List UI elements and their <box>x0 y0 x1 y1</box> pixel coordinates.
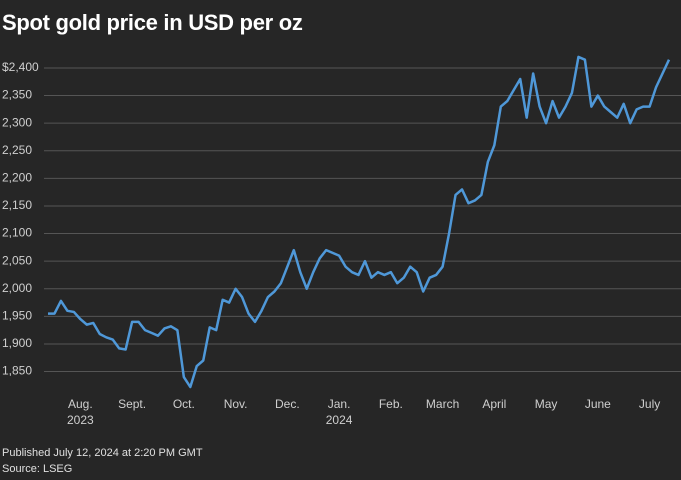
x-tick-label: Nov. <box>223 397 248 411</box>
price-line <box>48 55 671 389</box>
x-tick-label: Aug. 2023 <box>66 397 94 427</box>
source: Source: LSEG <box>2 463 73 475</box>
y-tick-label: 2,150 <box>2 198 32 212</box>
y-tick-label: $2,400 <box>2 60 39 74</box>
x-tick-label: Oct. <box>172 397 195 411</box>
y-tick-label: 1,850 <box>2 364 32 378</box>
x-tick-label: Dec. <box>275 397 300 411</box>
chart-title: Spot gold price in USD per oz <box>2 10 303 35</box>
x-tick-label: Sept. <box>118 397 147 411</box>
x-tick-label: March <box>425 397 460 411</box>
x-tick-label: Jan. 2024 <box>325 397 353 427</box>
y-tick-label: 2,100 <box>2 226 32 240</box>
x-tick-label: April <box>482 397 507 411</box>
x-tick-label: May <box>534 397 558 411</box>
y-tick-label: 2,300 <box>2 115 32 129</box>
y-tick-label: 2,250 <box>2 143 32 157</box>
x-tick-label: Feb. <box>378 397 403 411</box>
y-tick-label: 2,350 <box>2 88 32 102</box>
x-tick-label: July <box>638 397 661 411</box>
y-tick-label: 1,900 <box>2 336 32 350</box>
y-tick-label: 2,200 <box>2 171 32 185</box>
x-tick-label: June <box>584 397 611 411</box>
y-tick-label: 2,000 <box>2 281 32 295</box>
footnote: Published July 12, 2024 at 2:20 PM GMT <box>2 447 203 459</box>
y-tick-label: 2,050 <box>2 253 32 267</box>
y-tick-label: 1,950 <box>2 309 32 323</box>
